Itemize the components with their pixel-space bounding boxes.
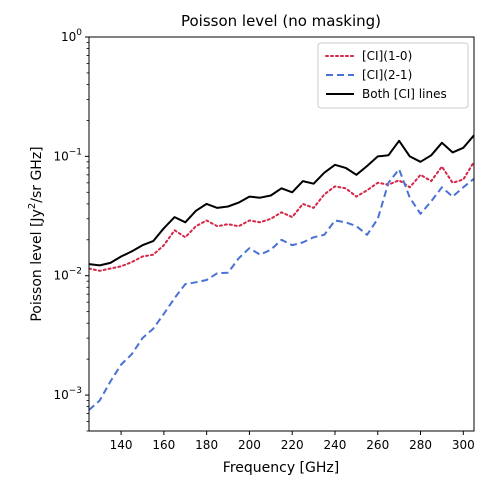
y-axis-label-suffix: /sr GHz] [29,146,45,202]
legend-label-3: Both [CI] lines [362,87,447,101]
x-tick-label: 300 [452,438,475,452]
x-tick-label: 260 [366,438,389,452]
plot-frame [88,36,475,432]
x-tick-label: 160 [152,438,175,452]
y-axis-label-prefix: Poisson level [Jy [29,209,45,322]
y-axis: 10−3 10−2 10−1 100 [53,28,89,432]
y-axis-label-superscript: 2 [27,203,38,209]
y-tick-label: 10−2 [53,267,82,283]
x-axis-label: Frequency [GHz] [223,460,339,476]
series-layer [89,134,474,411]
chart-title: Poisson level (no masking) [181,12,381,30]
legend: [CI](1-0) [CI](2-1) Both [CI] lines [317,42,469,109]
series-line-2 [89,168,474,411]
legend-box [317,42,469,109]
series-line-1 [89,160,474,272]
x-tick-label: 240 [324,438,347,452]
x-tick-label: 180 [195,438,218,452]
legend-label-2: [CI](2-1) [362,68,412,82]
series-line-3 [89,134,474,267]
x-tick-label: 280 [409,438,432,452]
y-axis-label: Poisson level [Jy2/sr GHz] [27,146,45,321]
x-axis: 140 160 180 200 220 240 260 280 300 [110,431,475,452]
y-tick-label: 10−3 [53,386,82,402]
x-tick-label: 220 [281,438,304,452]
x-tick-label: 140 [110,438,133,452]
x-tick-label: 200 [238,438,261,452]
legend-label-1: [CI](1-0) [362,49,412,63]
y-tick-label: 100 [61,28,82,44]
y-tick-label: 10−1 [53,147,82,163]
